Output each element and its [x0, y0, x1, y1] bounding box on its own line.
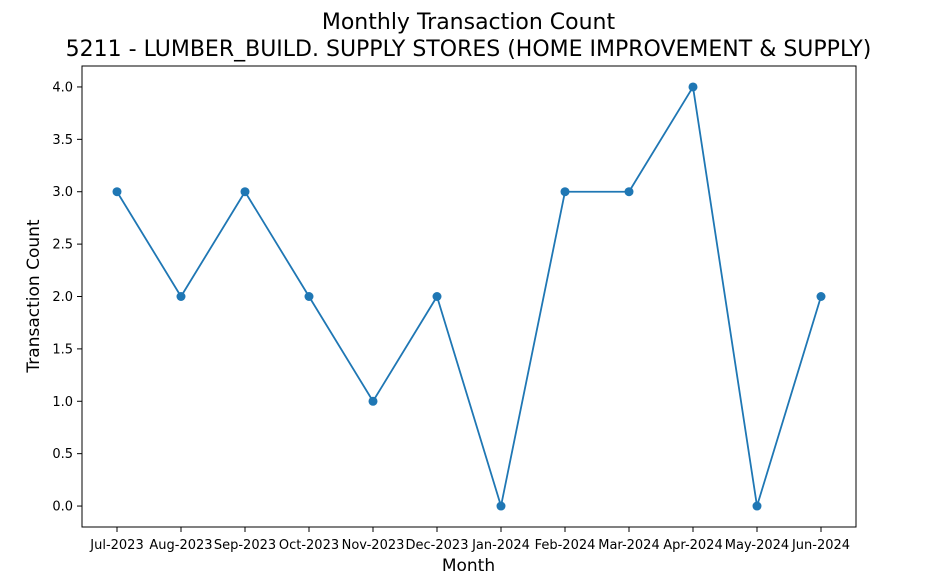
y-tick-label: 2.0 — [52, 290, 73, 305]
chart-subtitle: 5211 - LUMBER_BUILD. SUPPLY STORES (HOME… — [66, 37, 872, 62]
x-tick-label: Nov-2023 — [342, 538, 405, 553]
data-point — [240, 187, 250, 197]
data-point — [688, 82, 698, 92]
y-tick-label: 1.5 — [52, 342, 73, 357]
x-tick-label: Dec-2023 — [406, 538, 469, 553]
y-tick-label: 0.0 — [52, 500, 73, 515]
series-line — [116, 86, 822, 507]
x-tick-label: Aug-2023 — [149, 538, 212, 553]
data-point — [624, 187, 634, 197]
x-tick-label: Apr-2024 — [663, 538, 722, 553]
plot-frame — [81, 65, 857, 528]
chart-title: Monthly Transaction Count — [322, 10, 616, 35]
x-tick-label: May-2024 — [725, 538, 789, 553]
x-tick-label: Sep-2023 — [214, 538, 276, 553]
data-point — [368, 396, 378, 406]
data-point — [496, 501, 506, 511]
y-axis-label: Transaction Count — [24, 219, 44, 373]
x-axis-label: Month — [442, 556, 495, 576]
data-point — [816, 292, 826, 301]
data-point — [176, 292, 186, 301]
x-tick-label: Feb-2024 — [535, 538, 596, 553]
x-tick-label: Jul-2023 — [89, 538, 143, 553]
y-tick-label: 4.0 — [52, 80, 73, 95]
x-tick-label: Oct-2023 — [279, 538, 339, 553]
data-point — [752, 501, 762, 511]
y-tick-label: 0.5 — [52, 447, 73, 462]
y-tick-label: 3.5 — [52, 133, 73, 148]
data-point — [112, 187, 122, 197]
data-point — [560, 187, 570, 197]
y-tick-label: 1.0 — [52, 395, 73, 410]
y-tick-label: 2.5 — [52, 238, 73, 253]
y-tick-label: 3.0 — [52, 185, 73, 200]
data-point — [304, 292, 314, 301]
data-point — [432, 292, 442, 301]
y-axis-ticks: 0.0 0.5 1.0 1.5 2.0 2.5 3.0 3.5 4.0 — [52, 80, 82, 515]
x-tick-label: Jan-2024 — [471, 538, 530, 553]
x-axis-ticks: Jul-2023 Aug-2023 Sep-2023 Oct-2023 Nov-2023… — [89, 527, 850, 553]
x-tick-label: Jun-2024 — [791, 538, 850, 553]
plot-series — [112, 82, 826, 511]
x-tick-label: Mar-2024 — [598, 538, 659, 553]
